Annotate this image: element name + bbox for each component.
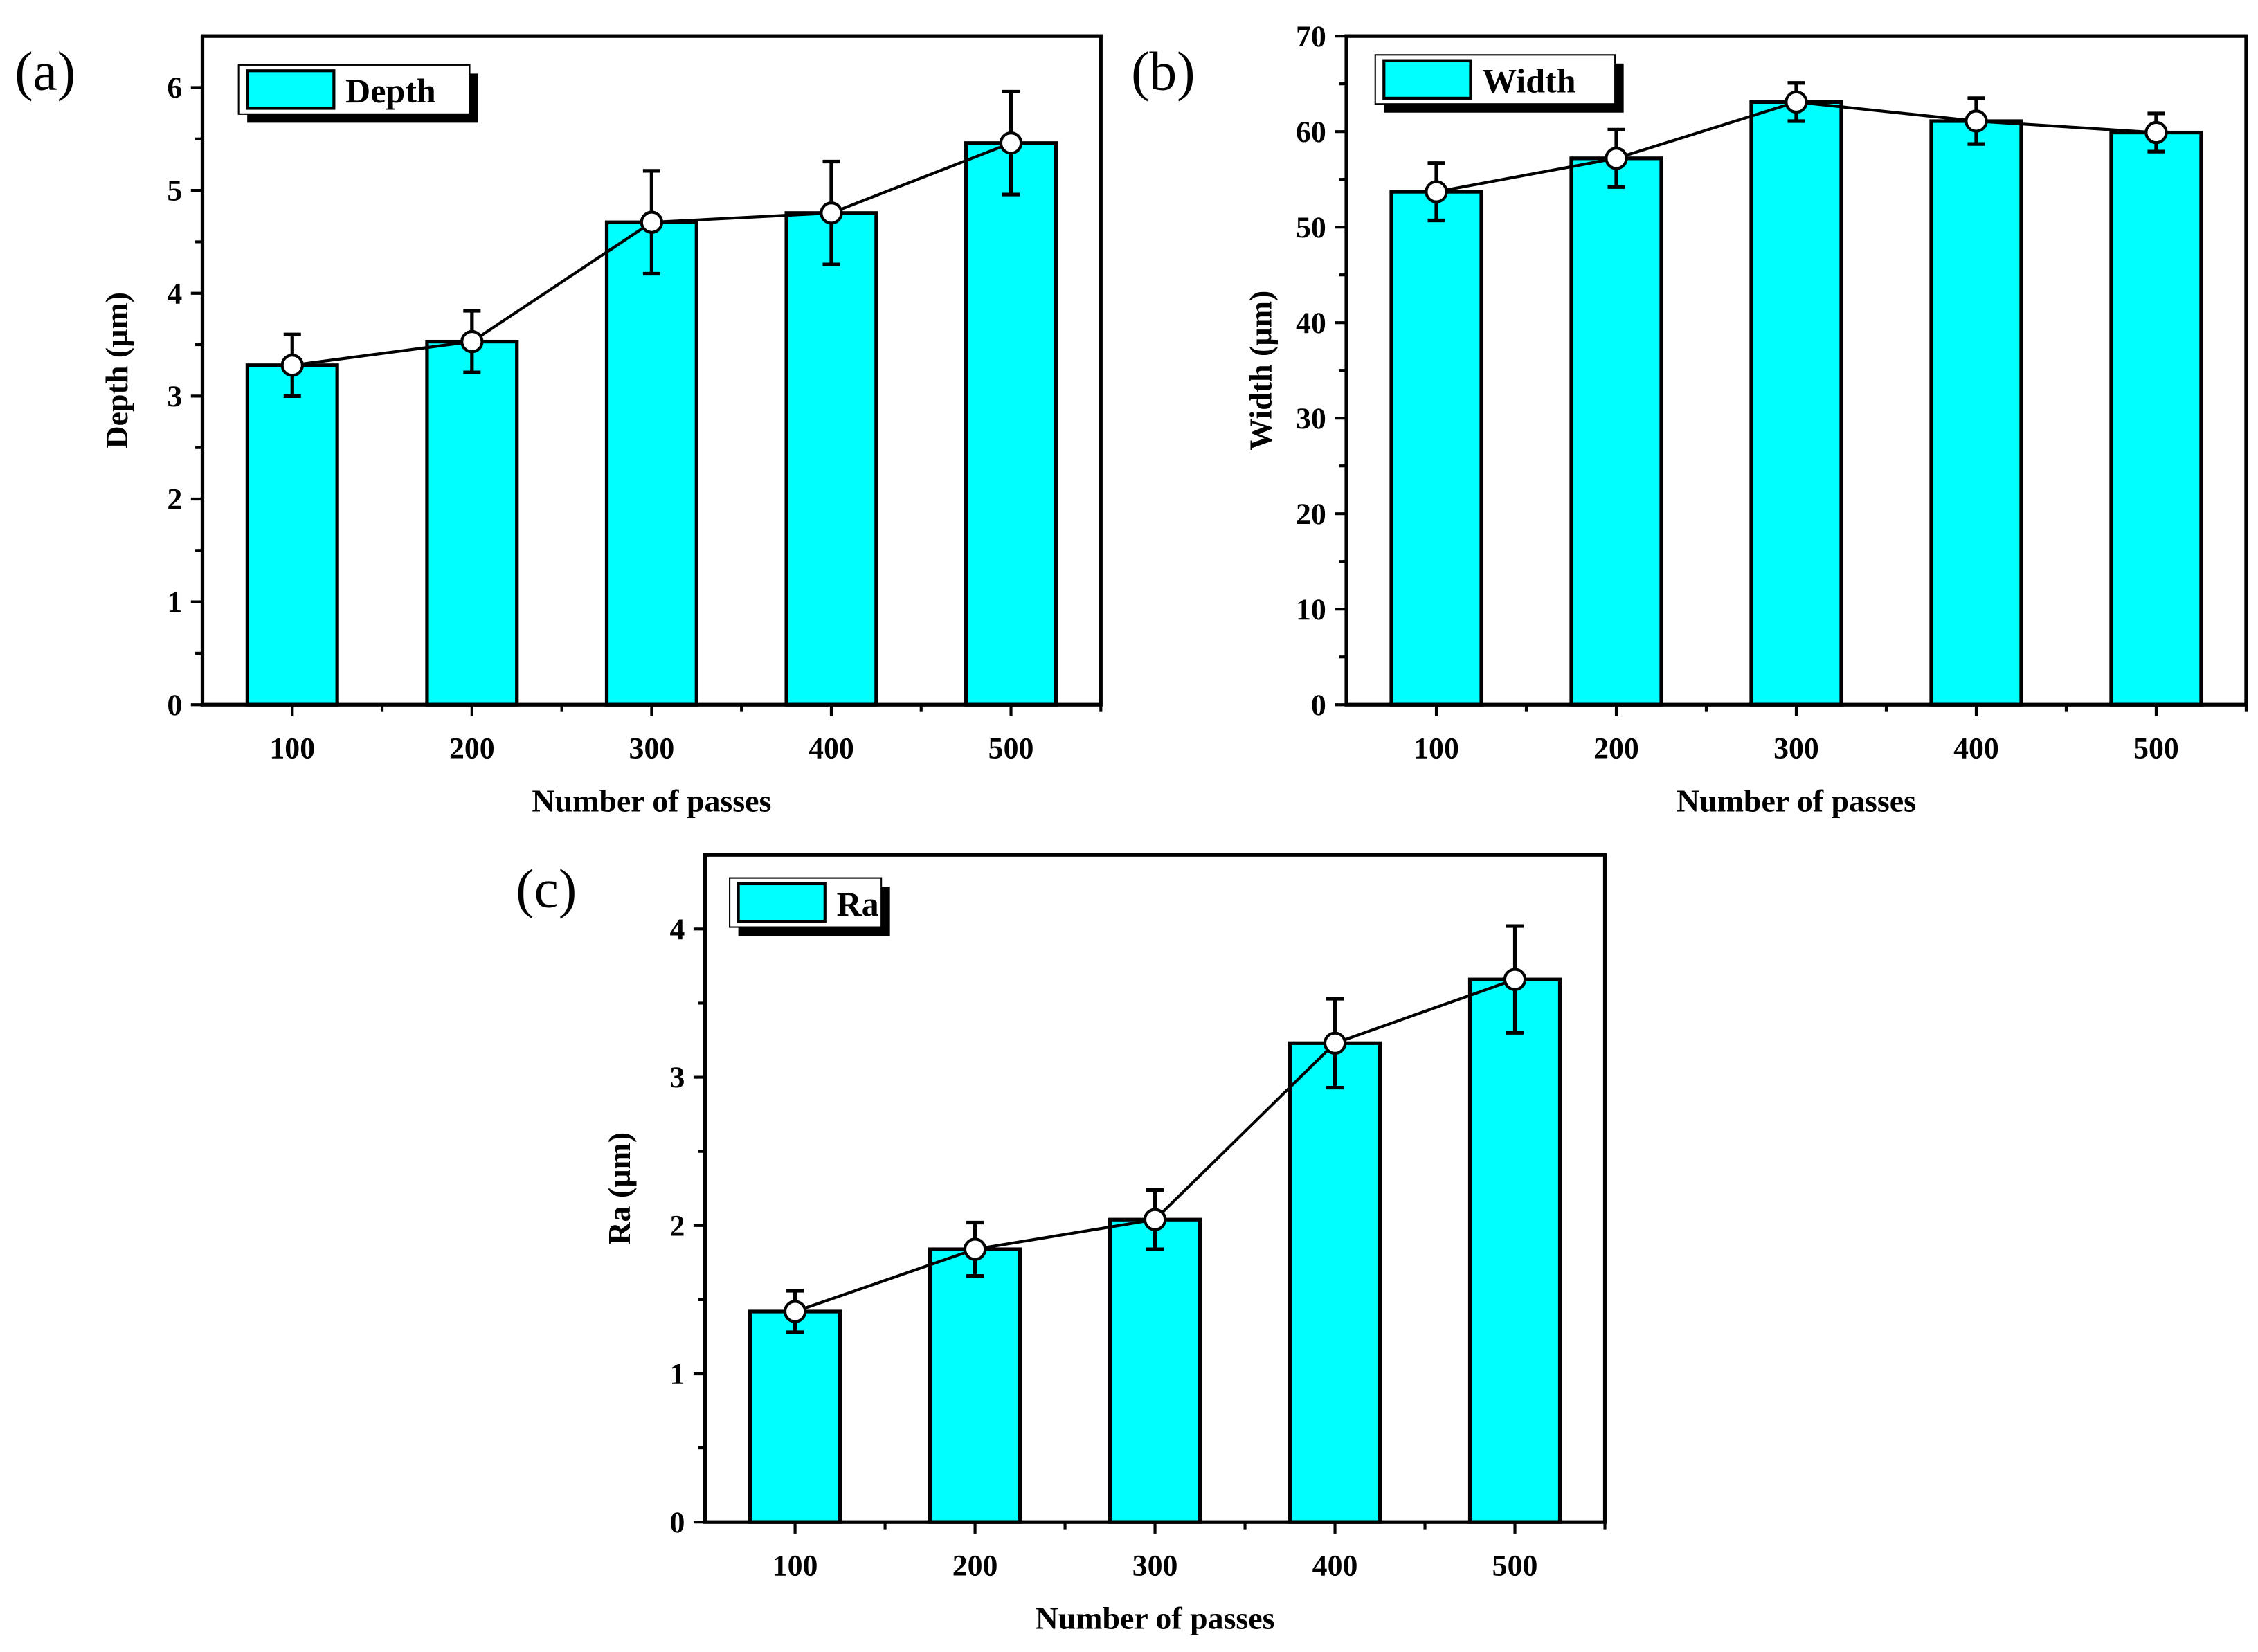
x-tick-label: 400 [1953,732,1999,765]
data-point-400 [1323,1031,1347,1055]
x-tick-label: 500 [988,732,1034,765]
bar-300 [1749,100,1843,707]
panel-label: (a) [15,41,75,102]
x-axis-label: Number of passes [532,783,771,819]
legend-label: Width [1482,62,1576,100]
legend-swatch [246,69,336,110]
y-tick-label: 6 [167,71,182,105]
y-tick-label: 2 [669,1209,685,1242]
bar-300 [1108,1217,1202,1524]
chart-panel-2: 0 10 20 30 40 50 60 70 100 200 300 400 500 Number of … [1131,20,2248,819]
bar-500 [964,141,1058,707]
data-point-100 [783,1300,807,1323]
data-point-100 [1425,180,1448,203]
x-tick-label: 100 [1413,732,1459,765]
legend-swatch [737,882,827,923]
y-tick-label: 4 [669,913,685,946]
y-tick-label: 60 [1296,116,1326,149]
x-tick-label: 200 [1593,732,1639,765]
data-point-200 [460,329,484,354]
y-tick-label: 0 [1311,689,1326,722]
data-point-300 [1143,1208,1167,1231]
bar-100 [245,363,339,707]
chart-panel-3: 0 1 2 3 4 100 200 300 400 500 Number of passes Ra (… [516,853,1607,1636]
y-tick-label: 5 [167,174,182,208]
y-tick-label: 3 [167,380,182,413]
data-point-300 [640,210,664,234]
bar-500 [2109,130,2203,707]
y-tick-label: 0 [167,689,182,722]
data-point-200 [963,1237,987,1261]
bar-400 [1288,1041,1382,1524]
data-point-500 [2144,120,2168,145]
x-tick-label: 100 [269,732,315,765]
y-tick-label: 20 [1296,498,1326,531]
x-axis-label: Number of passes [1677,783,1916,819]
x-tick-label: 500 [1492,1549,1538,1582]
panel-label: (b) [1131,41,1195,102]
y-tick-label: 4 [167,277,182,310]
bar-100 [1389,190,1483,707]
x-tick-label: 200 [449,732,495,765]
y-tick-label: 0 [669,1506,685,1539]
bar-200 [1569,156,1663,707]
y-tick-label: 1 [669,1358,685,1391]
y-tick-label: 30 [1296,402,1326,435]
x-tick-label: 300 [1773,732,1819,765]
x-tick-label: 200 [952,1549,998,1582]
bar-400 [1929,119,2023,707]
y-tick-label: 3 [669,1061,685,1094]
bar-400 [784,211,878,707]
bar-300 [604,220,698,707]
data-point-100 [280,354,304,377]
legend-label: Ra [836,884,878,923]
legend-swatch [1382,59,1472,100]
y-tick-label: 10 [1296,593,1326,626]
y-tick-label: 2 [167,483,182,516]
y-axis-label: Depth (µm) [99,292,134,449]
data-point-300 [1785,90,1808,114]
x-tick-label: 300 [629,732,675,765]
x-tick-label: 500 [2133,732,2179,765]
x-tick-label: 400 [809,732,854,765]
data-point-400 [1965,109,1988,133]
data-point-500 [1503,968,1527,991]
y-tick-label: 50 [1296,211,1326,244]
data-point-500 [999,131,1023,155]
y-tick-label: 70 [1296,20,1326,53]
x-tick-label: 100 [773,1549,818,1582]
panel-label: (c) [516,858,577,919]
x-axis-label: Number of passes [1036,1601,1275,1636]
y-tick-label: 1 [167,586,182,619]
y-axis-label: Width (µm) [1243,291,1279,451]
y-tick-label: 40 [1296,307,1326,340]
bar-500 [1467,977,1562,1524]
y-axis-label: Ra (µm) [602,1132,637,1245]
data-point-200 [1605,147,1628,170]
bar-100 [748,1309,842,1524]
bar-200 [928,1247,1022,1524]
data-point-400 [820,201,843,225]
bar-200 [425,339,519,707]
x-tick-label: 300 [1132,1549,1178,1582]
legend-label: Depth [345,71,436,110]
chart-panel-1: 0 1 2 3 4 5 6 100 200 300 400 500 Number of passes De… [15,34,1103,819]
x-tick-label: 400 [1312,1549,1358,1582]
